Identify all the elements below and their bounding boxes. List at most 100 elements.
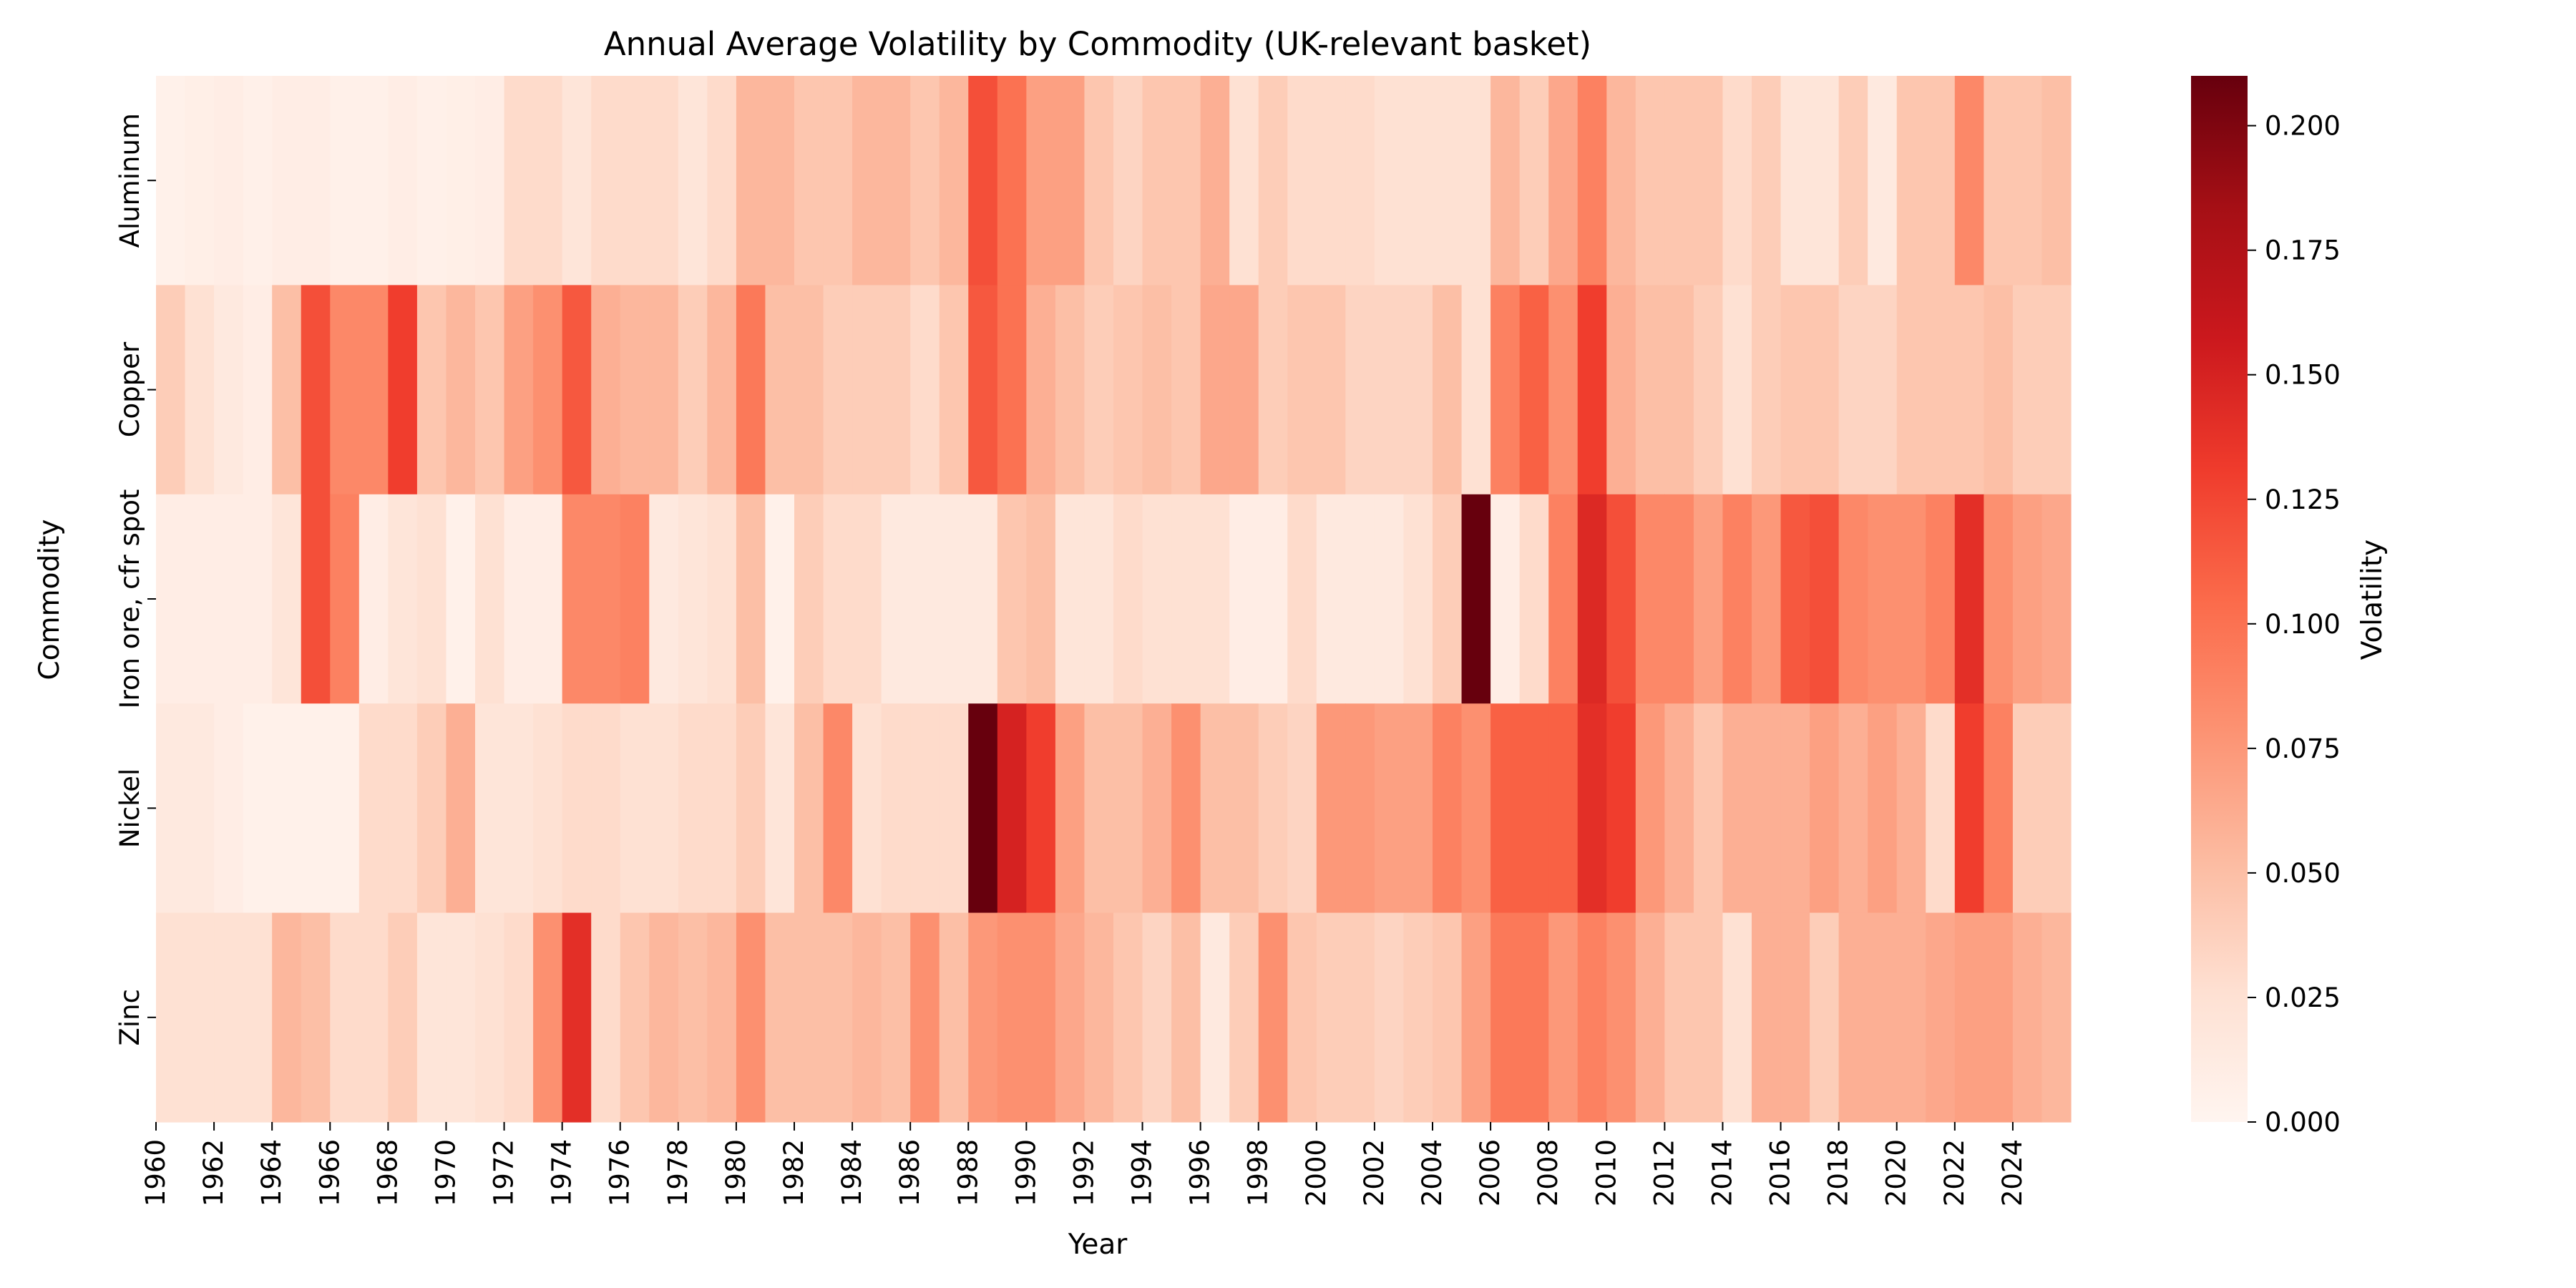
heatmap-cell xyxy=(562,285,592,495)
heatmap-cell xyxy=(301,494,331,704)
heatmap-cell xyxy=(649,703,679,914)
heatmap-cell xyxy=(1868,494,1898,704)
heatmap-cell xyxy=(1345,76,1375,286)
heatmap-cell xyxy=(1577,912,1607,1123)
heatmap-cell xyxy=(1722,912,1752,1123)
colorbar-tick-label: 0.100 xyxy=(2265,609,2341,640)
heatmap-cell xyxy=(649,494,679,704)
heatmap-cell xyxy=(1200,703,1230,914)
heatmap-cell xyxy=(1838,285,1868,495)
heatmap-cell xyxy=(1868,76,1898,286)
heatmap-cell xyxy=(1113,76,1143,286)
heatmap-cell xyxy=(1896,912,1926,1123)
heatmap-cell xyxy=(1433,703,1463,914)
heatmap-cell xyxy=(1461,285,1491,495)
heatmap-cell xyxy=(997,494,1027,704)
heatmap-cell xyxy=(1229,494,1259,704)
heatmap-cell xyxy=(823,494,853,704)
heatmap-cell xyxy=(1810,912,1840,1123)
heatmap-cell xyxy=(1780,76,1810,286)
heatmap-cell xyxy=(881,912,911,1123)
heatmap-cell xyxy=(852,76,882,286)
heatmap-cell xyxy=(446,76,476,286)
heatmap-cell xyxy=(707,912,737,1123)
heatmap-cell xyxy=(416,76,447,286)
x-tick-label: 1994 xyxy=(1127,1139,1158,1206)
heatmap-cell xyxy=(2041,703,2072,914)
heatmap-cell xyxy=(591,76,621,286)
heatmap-cell xyxy=(1374,76,1405,286)
heatmap-cell xyxy=(243,494,273,704)
heatmap-cell xyxy=(1345,285,1375,495)
heatmap-cell xyxy=(185,76,215,286)
heatmap-cell xyxy=(968,76,998,286)
heatmap-cell xyxy=(533,76,563,286)
heatmap-cell xyxy=(1838,703,1868,914)
heatmap-cell xyxy=(707,285,737,495)
heatmap-cell xyxy=(765,285,795,495)
heatmap-cell xyxy=(504,912,534,1123)
heatmap-cell xyxy=(1984,76,2014,286)
colorbar-label: Volatility xyxy=(2356,540,2389,660)
x-tick-label: 2016 xyxy=(1765,1139,1796,1206)
heatmap-cell xyxy=(446,703,476,914)
heatmap-cell xyxy=(1491,912,1521,1123)
x-axis: 1960 1962 1964 1966 1968 1970 1972 1974 1976 1978… xyxy=(140,1122,2028,1206)
heatmap-cell xyxy=(1258,494,1288,704)
heatmap-cell xyxy=(2012,703,2043,914)
heatmap-cell xyxy=(1316,703,1346,914)
heatmap-cell xyxy=(1491,76,1521,286)
x-tick-label: 1962 xyxy=(198,1139,229,1206)
heatmap-cell xyxy=(910,703,940,914)
colorbar-tick-label: 0.200 xyxy=(2265,111,2341,142)
heatmap-cell xyxy=(243,912,273,1123)
heatmap-cell xyxy=(1664,494,1694,704)
heatmap-cell xyxy=(1200,494,1230,704)
x-tick-label: 1990 xyxy=(1010,1139,1041,1206)
heatmap-cell xyxy=(562,76,592,286)
heatmap-cell xyxy=(736,703,766,914)
heatmap-cell xyxy=(1954,912,1984,1123)
heatmap-cell xyxy=(881,703,911,914)
heatmap-cell xyxy=(939,285,969,495)
heatmap-cell xyxy=(1577,76,1607,286)
heatmap-cell xyxy=(1606,703,1636,914)
heatmap-cell xyxy=(504,285,534,495)
heatmap-cell xyxy=(185,912,215,1123)
heatmap-cell xyxy=(1752,494,1782,704)
heatmap-cell xyxy=(1984,703,2014,914)
heatmap-cell xyxy=(1722,494,1752,704)
heatmap-cell xyxy=(765,494,795,704)
heatmap-cell xyxy=(156,76,186,286)
x-tick-label: 1984 xyxy=(836,1139,867,1206)
colorbar-tick-label: 0.175 xyxy=(2265,235,2341,266)
heatmap-cell xyxy=(1984,494,2014,704)
heatmap-cell xyxy=(1752,285,1782,495)
heatmap-cell xyxy=(185,494,215,704)
heatmap-cell xyxy=(1896,703,1926,914)
heatmap-cell xyxy=(1026,76,1056,286)
heatmap-cell xyxy=(1403,76,1433,286)
heatmap-cell xyxy=(156,494,186,704)
heatmap-cell xyxy=(1113,494,1143,704)
heatmap-cell xyxy=(1954,494,1984,704)
x-tick-label: 1968 xyxy=(372,1139,403,1206)
heatmap-cell xyxy=(475,76,505,286)
heatmap-cell xyxy=(678,912,708,1123)
heatmap-cell xyxy=(968,912,998,1123)
heatmap-cell xyxy=(591,285,621,495)
heatmap-cell xyxy=(533,703,563,914)
heatmap-cell xyxy=(533,912,563,1123)
heatmap-cell xyxy=(1113,703,1143,914)
heatmap-cell xyxy=(678,494,708,704)
heatmap-cell xyxy=(1984,912,2014,1123)
heatmap-cell xyxy=(1316,912,1346,1123)
heatmap-cell xyxy=(388,76,418,286)
heatmap-cell xyxy=(765,703,795,914)
heatmap-cell xyxy=(1142,285,1172,495)
x-tick-label: 1980 xyxy=(721,1139,751,1206)
heatmap-cell xyxy=(504,494,534,704)
heatmap-cell xyxy=(1026,703,1056,914)
heatmap-cell xyxy=(1693,285,1724,495)
heatmap-cell xyxy=(649,76,679,286)
